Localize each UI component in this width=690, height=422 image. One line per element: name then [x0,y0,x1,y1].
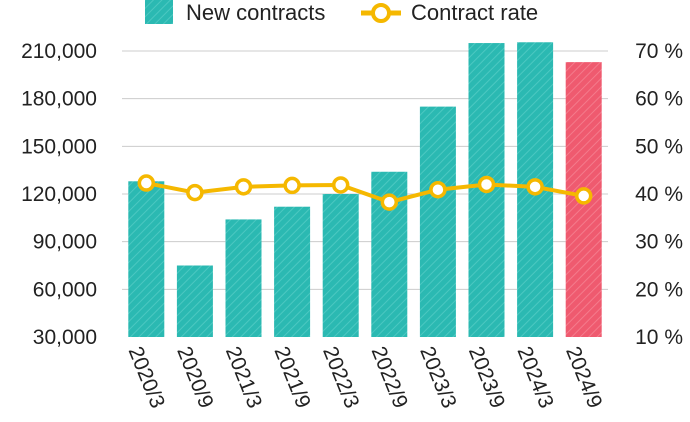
y-right-tick-label: 20 % [635,278,683,301]
x-tick-label: 2021/9 [269,343,314,411]
point-contract-rate [380,193,399,211]
x-tick-label: 2020/3 [124,343,169,411]
bar-series [128,42,602,338]
right-axis: 10 % 20 % 30 % 40 % 50 % 60 % 70 % [635,40,683,349]
x-tick-label: 2020/9 [172,343,217,411]
x-tick-label: 2024/3 [512,343,557,411]
y-left-tick-label: 120,000 [21,183,97,206]
x-tick-label: 2022/3 [318,343,363,411]
line-series [137,174,593,211]
point-contract-rate [137,174,156,192]
bar-new-contracts [322,194,359,337]
x-tick-label: 2023/3 [415,343,460,411]
y-left-tick-label: 60,000 [33,278,97,301]
legend-marker-contract-rate [371,3,391,23]
y-left-tick-label: 90,000 [33,231,97,254]
bar-new-contracts [274,206,311,337]
y-right-tick-label: 70 % [635,40,683,63]
line-contract-rate [145,181,585,205]
point-contract-rate [477,175,496,194]
y-right-tick-label: 50 % [635,135,683,158]
x-tick-label: 2022/9 [367,343,412,411]
y-left-tick-label: 180,000 [21,88,97,111]
x-axis: 2020/3 2020/9 2021/3 2021/9 2022/3 2022/9 2023… [124,343,607,411]
y-right-tick-label: 10 % [635,326,683,349]
point-contract-rate [526,178,544,196]
left-axis: 30,000 60,000 90,000 120,000 150,000 180,000 2… [21,40,97,349]
bar-new-contracts [128,181,165,337]
x-tick-label: 2021/3 [221,343,266,411]
point-contract-rate [574,187,593,205]
x-tick-label: 2024/9 [561,343,606,411]
point-contract-rate [283,176,301,195]
legend: New contracts Contract rate [145,0,538,25]
bar-new-contracts [176,265,213,337]
point-contract-rate [234,178,253,196]
y-left-tick-label: 150,000 [21,135,97,158]
legend-label-contract-rate: Contract rate [411,0,538,25]
point-contract-rate [331,176,350,194]
legend-swatch-new-contracts [145,0,173,24]
bar-new-contracts [225,219,262,337]
point-contract-rate [186,183,204,202]
y-left-tick-label: 210,000 [21,40,97,63]
point-contract-rate [429,180,447,199]
y-right-tick-label: 30 % [635,231,683,254]
x-tick-label: 2023/9 [464,343,509,411]
y-right-tick-label: 60 % [635,88,683,111]
y-left-tick-label: 30,000 [33,326,97,349]
legend-label-new-contracts: New contracts [186,0,325,25]
bar-new-contracts [419,106,456,337]
y-right-tick-label: 40 % [635,183,683,206]
